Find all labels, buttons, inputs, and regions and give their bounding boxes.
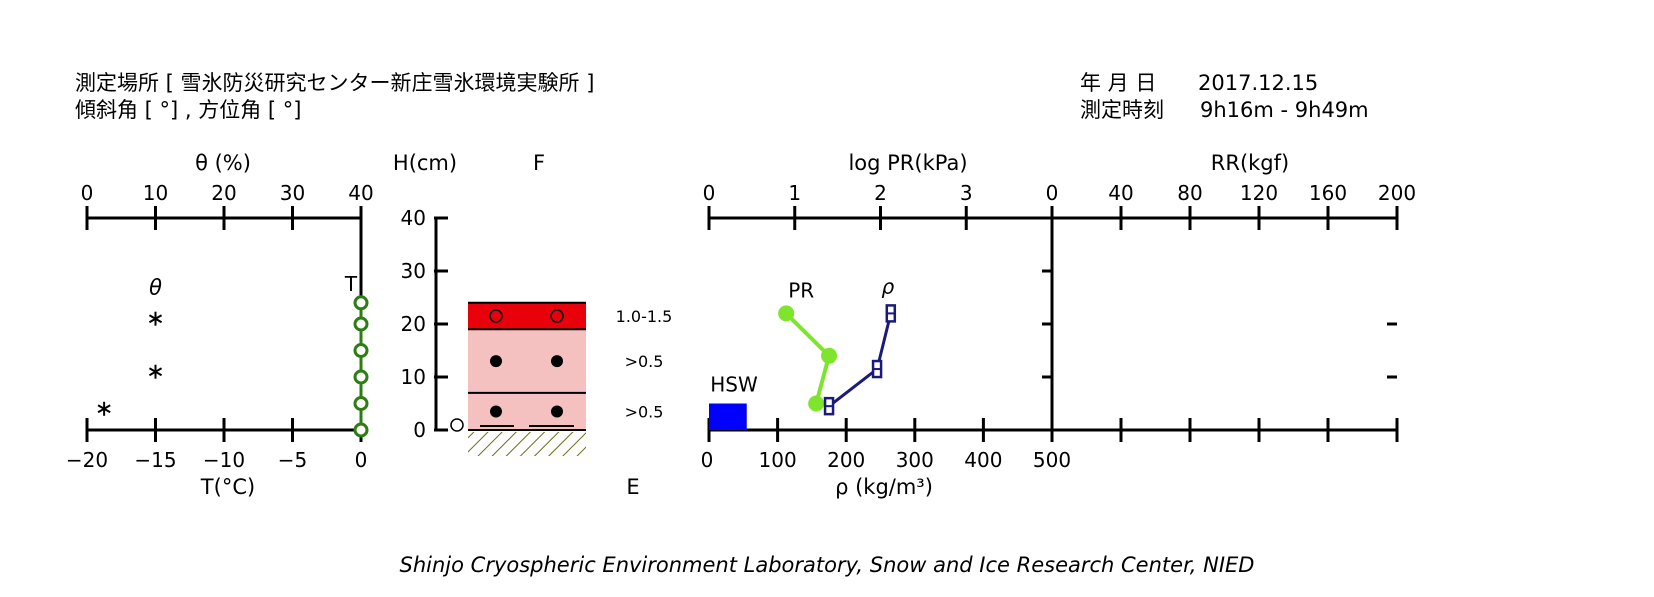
time-label: 測定時刻 [1080, 98, 1164, 122]
height-tick-label: 40 [401, 206, 426, 230]
rr-tick-label: 40 [1108, 181, 1133, 205]
grain-shape-open-circle [489, 309, 503, 323]
temperature-point [353, 295, 369, 311]
rr-tick-label: 200 [1378, 181, 1416, 205]
theta-point [97, 401, 111, 416]
density-tick-label: 300 [896, 448, 934, 472]
credit-line: Shinjo Cryospheric Environment Laborator… [399, 553, 1255, 577]
e-label: E [626, 475, 639, 499]
grain-shape-open-circle [550, 309, 564, 323]
grain-shape-filled-circle [551, 355, 563, 368]
theta-tick-label: 40 [348, 181, 373, 205]
asterisk-stroke [148, 314, 163, 324]
density-tick-label: 0 [701, 448, 714, 472]
pr-point [808, 395, 825, 412]
height-tick-label: 10 [401, 365, 426, 389]
grain-shape-filled-circle [490, 405, 502, 418]
temperature-series-label: T [344, 272, 358, 296]
theta-series-label: θ [149, 276, 162, 300]
snow-layer [468, 392, 586, 430]
ground-marker-open-circle [450, 418, 464, 432]
ground-hatch [468, 432, 586, 456]
height-tick-label: 30 [401, 259, 426, 283]
temperature-point [353, 343, 369, 358]
grain-shape-filled-circle [490, 355, 502, 368]
density-tick-label: 500 [1033, 448, 1071, 472]
theta-point [148, 364, 163, 379]
rr-tick-label: 160 [1309, 181, 1347, 205]
grain-size-label: >0.5 [625, 402, 664, 421]
snow-layer [468, 302, 586, 330]
temperature-point [353, 369, 369, 385]
density-panel: 0 1 2 3 0 40 80 120 160 200 log PR(kPa) RR(kgf) 0 100… [701, 151, 1416, 499]
asterisk-stroke [148, 367, 163, 377]
temperature-tick-label: −10 [203, 448, 245, 472]
f-label: F [533, 151, 545, 175]
grain-size-label: >0.5 [625, 352, 664, 371]
temperature-tick-label: −20 [66, 448, 108, 472]
rr-axis-label: RR(kgf) [1211, 151, 1289, 175]
density-tick-label: 400 [964, 448, 1002, 472]
density-tick-label: 100 [759, 448, 797, 472]
snow-layer [468, 329, 586, 393]
grain-shape-filled-circle [551, 405, 563, 418]
height-axis-label: H(cm) [393, 151, 457, 175]
theta-tick-label: 0 [81, 181, 94, 205]
theta-tick-label: 10 [143, 181, 168, 205]
temperature-tick-label: −5 [278, 448, 307, 472]
pr-tick-label: 3 [960, 181, 973, 205]
angle-line: 傾斜角 [ °] , 方位角 [ °] [75, 98, 302, 122]
theta-tick-label: 20 [211, 181, 236, 205]
height-tick-label: 20 [401, 312, 426, 336]
density-axis-label: ρ (kg/m³) [835, 475, 933, 499]
temperature-panel: 0 10 20 30 40 θ (%) −20 −15 −10 −5 0 T(°C) Tθ [66, 151, 374, 499]
grain-size-label: 1.0-1.5 [616, 307, 673, 326]
pr-series-label: PR [788, 278, 814, 302]
temperature-point [353, 396, 369, 411]
pr-point [821, 347, 838, 364]
density-tick-label: 200 [827, 448, 865, 472]
height-tick-label: 0 [413, 418, 426, 442]
date-label: 年 月 日 [1080, 71, 1157, 95]
temperature-point [353, 422, 369, 438]
temperature-axis-label: T(°C) [200, 475, 255, 499]
rr-tick-label: 120 [1240, 181, 1278, 205]
pr-tick-label: 2 [874, 181, 887, 205]
pr-tick-label: 0 [703, 181, 716, 205]
time-value: 9h16m - 9h49m [1200, 98, 1369, 122]
theta-axis-label: θ (%) [195, 151, 251, 175]
asterisk-stroke [97, 404, 111, 414]
temperature-tick-label: −15 [134, 448, 176, 472]
pr-point [778, 305, 795, 322]
theta-tick-label: 30 [280, 181, 305, 205]
density-series-label: ρ [881, 274, 894, 298]
temperature-tick-label: 0 [355, 448, 368, 472]
rr-tick-label: 0 [1046, 181, 1059, 205]
date-value: 2017.12.15 [1198, 71, 1319, 95]
hsw-label: HSW [710, 373, 758, 397]
pr-axis-label: log PR(kPa) [848, 151, 967, 175]
rr-tick-label: 80 [1177, 181, 1202, 205]
hsw-bar [709, 403, 747, 430]
site-line: 測定場所 [ 雪氷防災研究センター新庄雪氷環境実験所 ] [75, 71, 595, 95]
temperature-point [353, 316, 369, 332]
density-profile-line [828, 313, 893, 408]
pr-tick-label: 1 [788, 181, 801, 205]
stratigraphy-panel: 0 10 20 30 40 H(cm) F E >0.5 >0.5 1.0-1.5 [393, 151, 672, 499]
theta-point [148, 311, 163, 326]
